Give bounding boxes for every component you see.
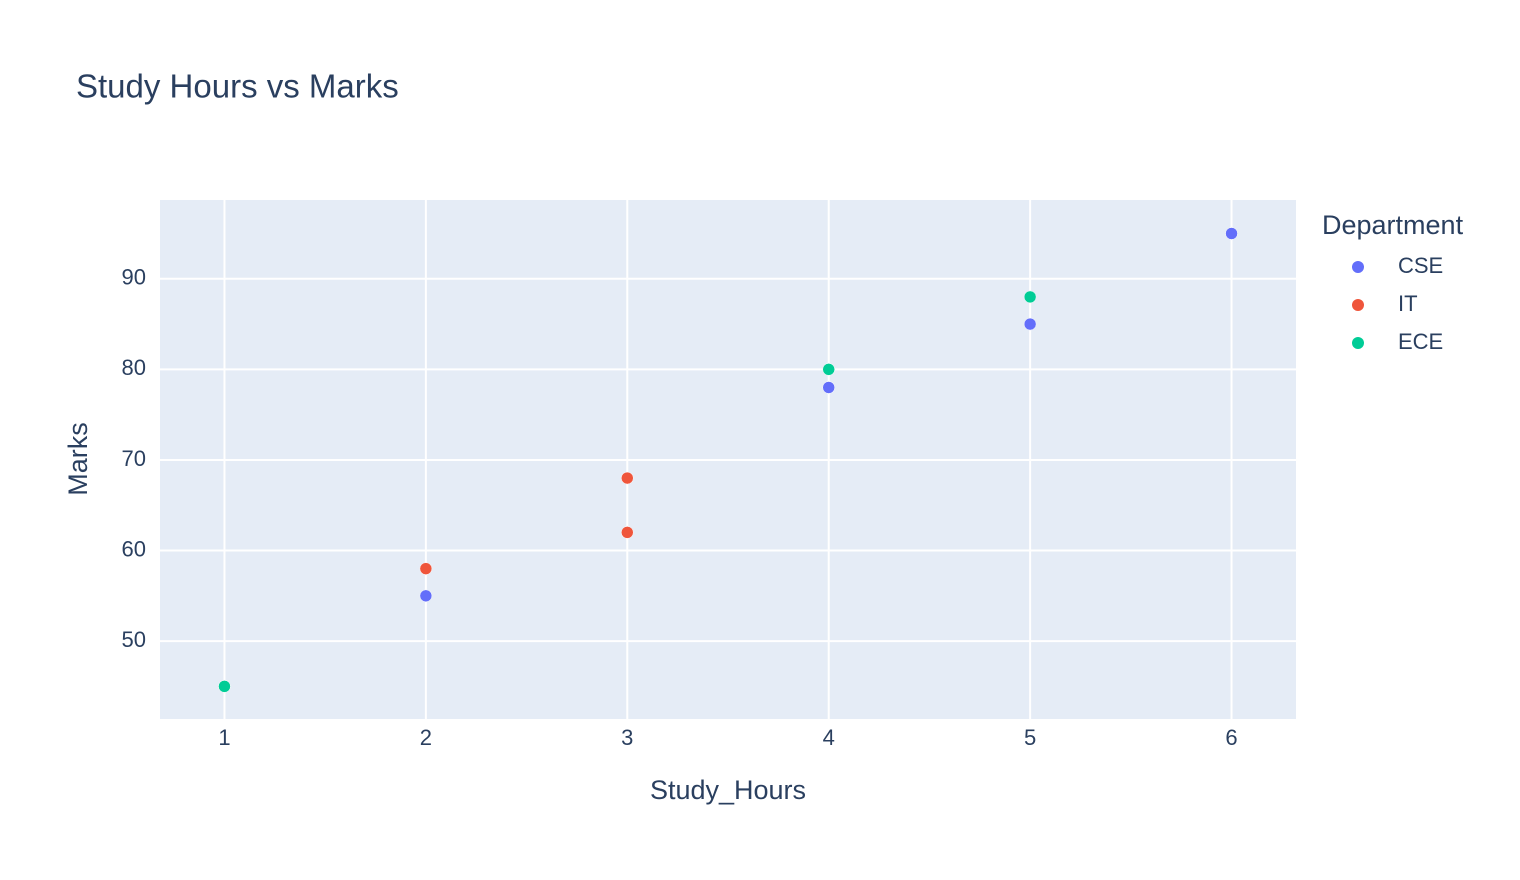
y-tick-label: 70 — [122, 446, 146, 471]
x-tick-label: 1 — [218, 725, 230, 750]
legend-title: Department — [1322, 210, 1464, 240]
point — [822, 363, 835, 376]
x-tick-label: 5 — [1024, 725, 1036, 750]
y-tick-label: 60 — [122, 536, 146, 561]
point — [621, 471, 634, 485]
chart-title: Study Hours vs Marks — [76, 68, 399, 105]
legend-marker — [1352, 261, 1364, 273]
x-axis-title: Study_Hours — [650, 775, 806, 805]
legend-label: CSE — [1398, 253, 1443, 278]
legend-label: ECE — [1398, 329, 1443, 354]
x-tick-label: 2 — [420, 725, 432, 750]
point — [822, 381, 835, 394]
x-tick-label: 3 — [621, 725, 633, 750]
point — [1225, 227, 1238, 240]
legend-label: IT — [1398, 291, 1418, 316]
point — [1023, 290, 1037, 304]
x-tick-label: 6 — [1225, 725, 1237, 750]
point — [419, 589, 433, 603]
point — [621, 526, 634, 539]
y-tick-label: 90 — [122, 265, 146, 290]
point — [1023, 317, 1037, 331]
x-tick-label: 4 — [823, 725, 835, 750]
grid — [160, 200, 1296, 719]
point — [419, 562, 433, 575]
legend-marker — [1352, 299, 1364, 311]
y-tick-label: 50 — [122, 627, 146, 652]
legend-marker — [1352, 337, 1364, 349]
y-axis-title: Marks — [63, 422, 93, 496]
y-tick-label: 80 — [122, 355, 146, 380]
point — [218, 680, 231, 693]
marks — [218, 227, 1238, 693]
